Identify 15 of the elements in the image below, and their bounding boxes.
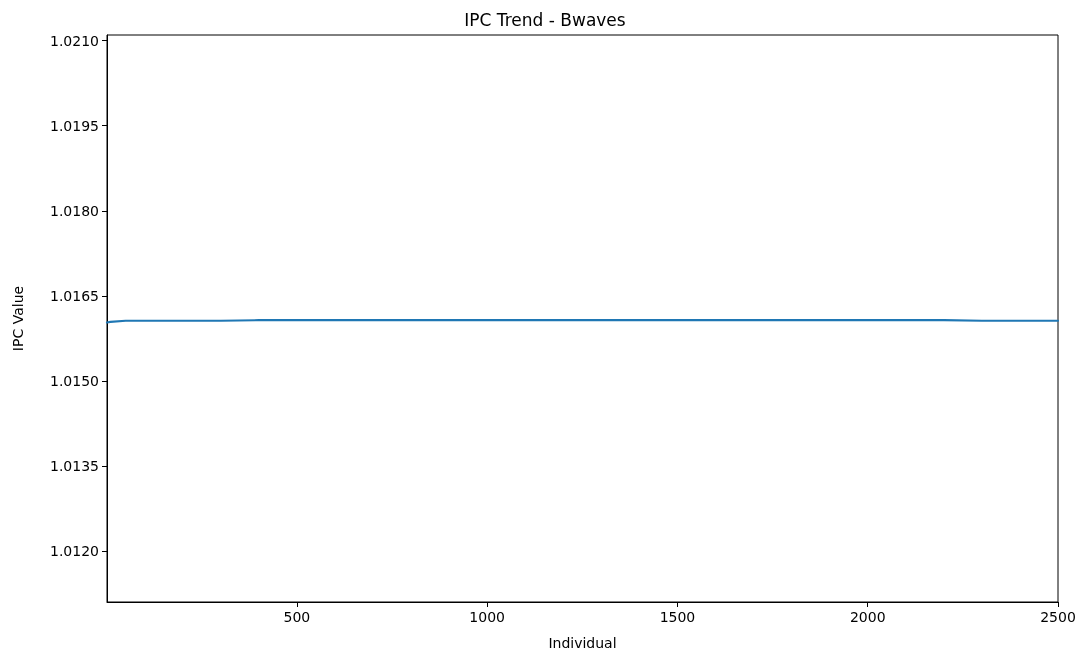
y-axis-title: IPC Value	[10, 285, 26, 352]
y-tick-label: 1.0150	[50, 372, 99, 389]
y-tick-label: 1.0165	[50, 287, 99, 304]
y-tick-label: 1.0135	[50, 457, 99, 474]
y-tick-label: 1.0180	[50, 202, 99, 219]
x-tick-label: 1000	[469, 609, 505, 625]
y-tick-label: 1.0210	[50, 32, 99, 49]
x-tick-label: 2500	[1040, 609, 1076, 625]
y-tick-label: 1.0120	[50, 542, 99, 559]
x-tick-label: 2000	[849, 609, 886, 625]
y-tick-label: 1.0195	[50, 117, 99, 134]
chart-title: IPC Trend - Bwaves	[464, 9, 626, 30]
x-tick-label: 500	[283, 609, 311, 625]
x-tick-label: 1500	[659, 609, 696, 625]
x-axis-title: Individual	[548, 635, 617, 651]
